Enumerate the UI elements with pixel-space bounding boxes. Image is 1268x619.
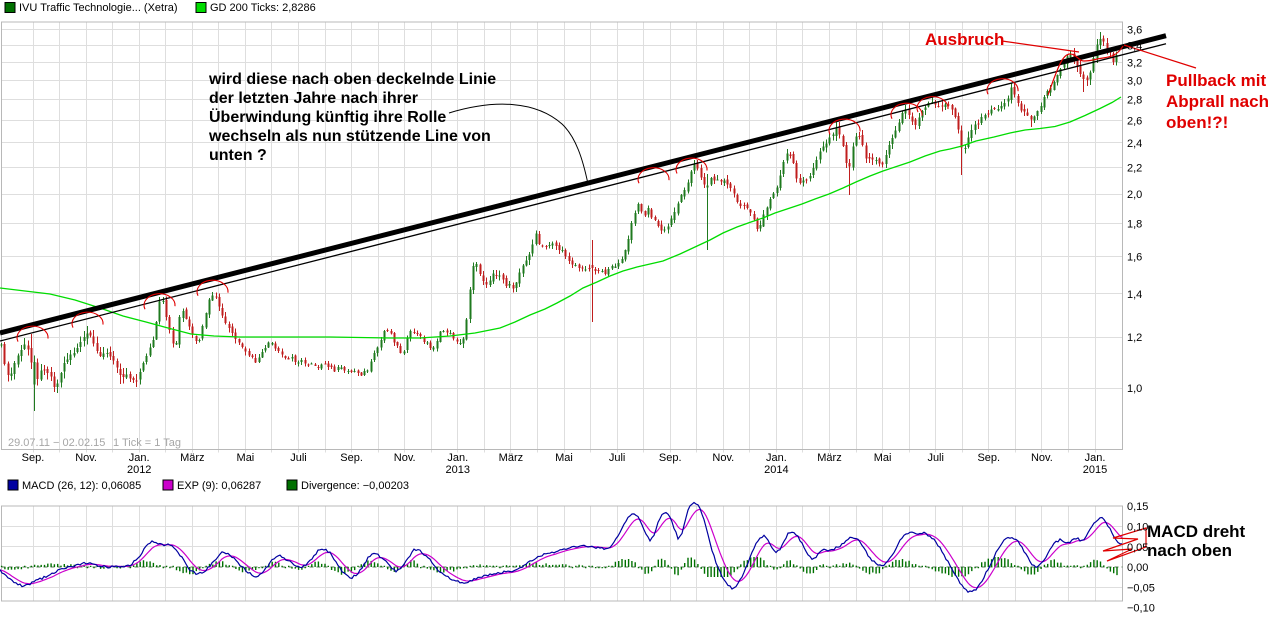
svg-text:2014: 2014 [764, 464, 788, 476]
svg-text:Sep.: Sep. [340, 452, 363, 464]
svg-text:Mai: Mai [874, 452, 892, 464]
svg-text:März: März [817, 452, 841, 464]
svg-text:Nov.: Nov. [75, 452, 97, 464]
svg-text:2,0: 2,0 [1127, 189, 1142, 201]
svg-text:IVU Traffic Technologie... (Xe: IVU Traffic Technologie... (Xetra) [19, 2, 178, 14]
svg-text:unten ?: unten ? [209, 147, 267, 164]
svg-text:Sep.: Sep. [659, 452, 682, 464]
svg-text:Überwindung künftig ihre Rolle: Überwindung künftig ihre Rolle [209, 107, 446, 126]
svg-text:1,8: 1,8 [1127, 218, 1142, 230]
svg-text:0,00: 0,00 [1127, 562, 1148, 574]
svg-text:Divergence: −0,00203: Divergence: −0,00203 [301, 480, 409, 492]
svg-text:Mai: Mai [237, 452, 255, 464]
svg-text:Jan.: Jan. [129, 452, 150, 464]
svg-text:2013: 2013 [446, 464, 470, 476]
svg-text:Jan.: Jan. [766, 452, 787, 464]
svg-text:1,0: 1,0 [1127, 383, 1142, 395]
svg-text:Mai: Mai [555, 452, 573, 464]
svg-text:Juli: Juli [927, 452, 944, 464]
svg-text:2,6: 2,6 [1127, 115, 1142, 127]
svg-text:Ausbruch: Ausbruch [925, 30, 1004, 49]
svg-text:der letzten Jahre nach ihrer: der letzten Jahre nach ihrer [209, 90, 418, 107]
svg-text:2015: 2015 [1083, 464, 1107, 476]
svg-text:0,15: 0,15 [1127, 501, 1148, 513]
svg-text:3,6: 3,6 [1127, 24, 1142, 36]
svg-text:1 Tick = 1 Tag: 1 Tick = 1 Tag [113, 437, 181, 449]
svg-text:EXP (9): 0,06287: EXP (9): 0,06287 [177, 480, 261, 492]
svg-text:Abprall nach: Abprall nach [1166, 92, 1268, 111]
svg-text:2,2: 2,2 [1127, 162, 1142, 174]
svg-text:nach oben: nach oben [1147, 541, 1232, 560]
svg-text:2,8: 2,8 [1127, 95, 1142, 107]
svg-text:MACD dreht: MACD dreht [1147, 522, 1246, 541]
svg-text:2012: 2012 [127, 464, 151, 476]
svg-text:GD 200 Ticks: 2,8286: GD 200 Ticks: 2,8286 [210, 2, 316, 14]
svg-text:0,05: 0,05 [1127, 542, 1148, 554]
svg-text:wird diese nach oben deckelnde: wird diese nach oben deckelnde Linie [208, 71, 496, 88]
svg-text:−0,10: −0,10 [1127, 603, 1155, 614]
svg-text:29.07.11 − 02.02.15: 29.07.11 − 02.02.15 [8, 437, 105, 449]
svg-text:Jan.: Jan. [447, 452, 468, 464]
svg-text:2,4: 2,4 [1127, 138, 1142, 150]
svg-text:3,0: 3,0 [1127, 75, 1142, 87]
svg-text:März: März [499, 452, 523, 464]
svg-text:März: März [180, 452, 204, 464]
svg-text:3,4: 3,4 [1127, 40, 1142, 52]
svg-text:Nov.: Nov. [712, 452, 734, 464]
svg-text:1,4: 1,4 [1127, 289, 1142, 301]
svg-text:MACD (26, 12): 0,06085: MACD (26, 12): 0,06085 [22, 480, 141, 492]
svg-text:Juli: Juli [290, 452, 307, 464]
svg-text:Nov.: Nov. [1031, 452, 1053, 464]
svg-text:−0,05: −0,05 [1127, 582, 1155, 594]
svg-text:3,2: 3,2 [1127, 57, 1142, 69]
svg-text:Pullback mit: Pullback mit [1166, 71, 1266, 90]
svg-text:0,10: 0,10 [1127, 522, 1148, 534]
svg-text:Jan.: Jan. [1085, 452, 1106, 464]
svg-text:Nov.: Nov. [394, 452, 416, 464]
svg-text:1,2: 1,2 [1127, 332, 1142, 344]
svg-text:1,6: 1,6 [1127, 251, 1142, 263]
svg-text:Juli: Juli [609, 452, 626, 464]
svg-text:Sep.: Sep. [977, 452, 1000, 464]
svg-text:wechseln als nun stützende Lin: wechseln als nun stützende Line von [208, 128, 491, 145]
svg-text:Sep.: Sep. [22, 452, 45, 464]
svg-text:oben!?!: oben!?! [1166, 113, 1228, 132]
